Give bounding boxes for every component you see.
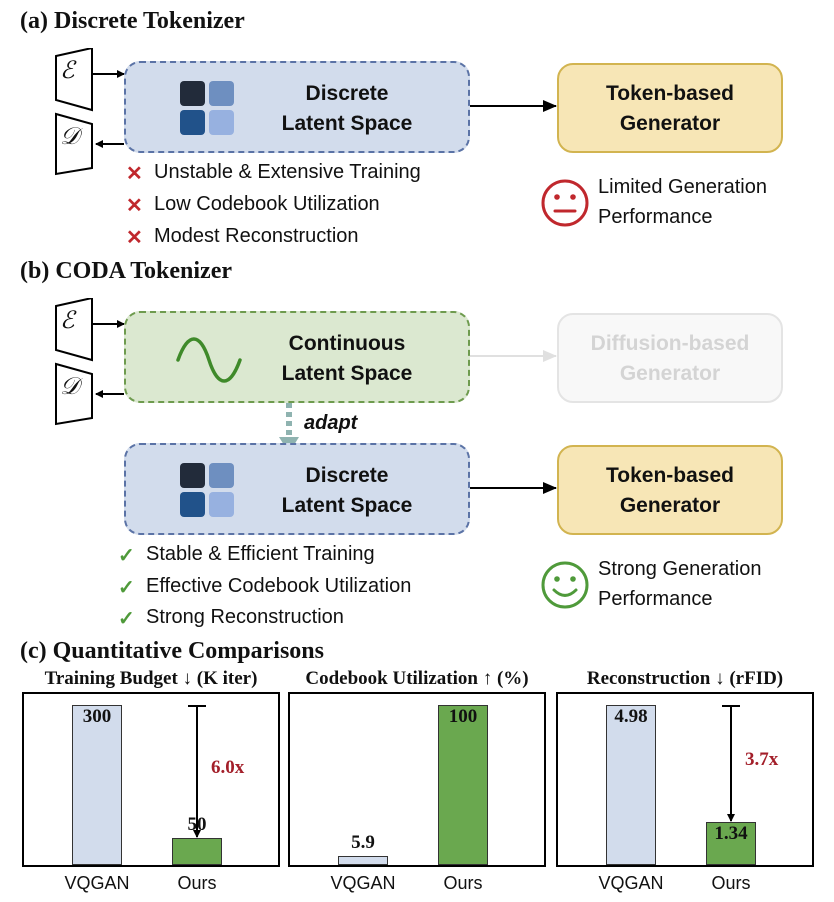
arrow-to-generator-a [470,100,557,112]
section-b-title: (b) CODA Tokenizer [20,258,233,284]
value-label: 1.34 [714,823,748,844]
outcome-line2-b: Performance [598,588,713,610]
generator-line1-a: Token-based [606,82,734,105]
bar-vqgan [606,705,656,865]
x-tick-label: VQGAN [64,873,130,893]
cross-icon: ✕ [126,227,143,249]
chart-panel: 5.9 100 [288,692,546,867]
discrete-line2-b: Latent Space [281,494,413,517]
discrete-line1-b: Discrete [305,464,389,487]
generator-line2-a: Generator [619,112,721,135]
value-label: 4.98 [614,706,648,727]
encoder-decoder-a [55,48,125,176]
cross-icon: ✕ [126,195,143,217]
x-tick-label: VQGAN [598,873,664,893]
latent-label-line2-a: Latent Space [281,112,413,135]
token-generator-box-a: Token-based Generator [557,63,783,153]
token-generator-box-b: Token-based Generator [557,445,783,535]
chart-panel: 300 50 6.0x [22,692,280,867]
encoder-symbol-b: ℰ [60,306,75,334]
outcome-line1-a: Limited Generation [598,176,767,198]
outcome-line2-a: Performance [598,206,713,228]
decoder-symbol-a: 𝒟 [60,122,80,150]
reduction-factor: 3.7x [745,749,779,770]
sine-wave-icon [176,337,242,383]
bar-vqgan [72,705,122,865]
cross-icon: ✕ [126,163,143,185]
codebook-icon-b [180,463,234,517]
decoder-shape-b [55,362,93,426]
decoder-symbol-b: 𝒟 [60,372,80,400]
bar-ours [706,822,756,865]
value-label: 100 [448,706,478,727]
x-tick-label: Ours [177,873,217,893]
codebook-icon-a [180,81,234,135]
encoder-symbol-a: ℰ [60,56,75,84]
check-icon: ✓ [118,608,135,630]
value-label: 300 [82,706,112,727]
neutral-face-icon [541,179,589,227]
reduction-arrow [188,705,206,838]
encoder-decoder-b [55,298,125,426]
drawback-item: Modest Reconstruction [154,225,359,247]
generator-line1-b: Token-based [606,464,734,487]
diffusion-line1: Diffusion-based [590,332,750,355]
benefit-item: Effective Codebook Utilization [146,575,412,597]
discrete-latent-box-b: Discrete Latent Space [124,443,470,535]
continuous-line1: Continuous [288,332,406,355]
decoder-shape-a [55,112,93,176]
drawback-item: Low Codebook Utilization [154,193,380,215]
bar-ours [438,705,488,865]
chart-title: Training Budget ↓ (K iter) [44,668,258,689]
value-label: 5.9 [351,832,375,853]
bar-vqgan [338,856,388,865]
reduction-factor: 6.0x [211,757,245,778]
continuous-line2: Latent Space [281,362,413,385]
latent-label-line1-a: Discrete [305,82,389,105]
chart-title: Codebook Utilization ↑ (%) [305,668,529,689]
reduction-arrow [722,705,740,822]
check-icon: ✓ [118,577,135,599]
diffusion-line2: Generator [619,362,721,385]
chart-panel: 4.98 1.34 3.7x [556,692,814,867]
encoder-shape-a [55,48,93,112]
continuous-latent-box: Continuous Latent Space [124,311,470,403]
benefit-item: Stable & Efficient Training [146,543,375,565]
x-tick-label: Ours [443,873,483,893]
outcome-line1-b: Strong Generation [598,558,762,580]
section-c-title: (c) Quantitative Comparisons [20,638,324,664]
section-a-title: (a) Discrete Tokenizer [20,8,245,34]
arrow-to-diffusion [470,350,557,362]
benefit-item: Strong Reconstruction [146,606,344,628]
x-tick-label: Ours [711,873,751,893]
discrete-latent-box-a: Discrete Latent Space [124,61,470,153]
check-icon: ✓ [118,545,135,567]
drawback-item: Unstable & Extensive Training [154,161,421,183]
x-tick-label: VQGAN [330,873,396,893]
adapt-label: adapt [304,412,358,434]
arrow-to-generator-b [470,482,557,494]
generator-line2-b: Generator [619,494,721,517]
chart-title: Reconstruction ↓ (rFID) [586,668,784,689]
encoder-shape-b [55,298,93,362]
smiley-face-icon [541,561,589,609]
diffusion-generator-box: Diffusion-based Generator [557,313,783,403]
bar-ours [172,838,222,865]
